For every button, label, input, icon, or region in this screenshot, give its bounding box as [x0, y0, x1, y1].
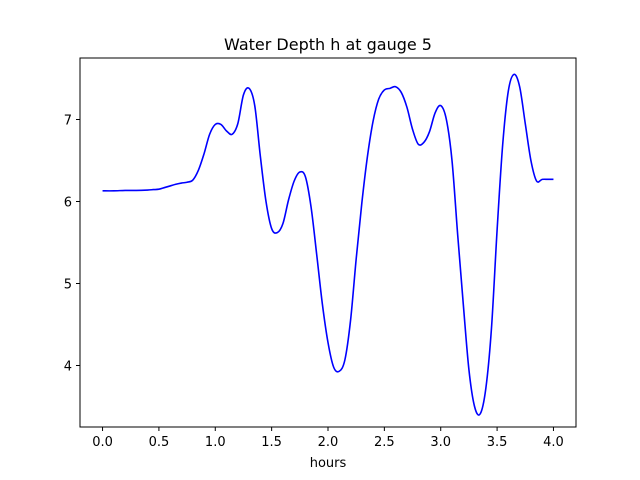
x-tick-label: 2.5 — [374, 435, 395, 450]
y-axis-ticks: 4 5 6 7 — [64, 114, 80, 375]
x-tick-label: 1.0 — [205, 435, 226, 450]
x-tick-label: 2.0 — [318, 435, 339, 450]
x-tick-label: 3.0 — [430, 435, 451, 450]
series-line — [102, 73, 554, 416]
x-tick-label: 3.5 — [487, 435, 508, 450]
y-tick-label: 7 — [64, 114, 72, 129]
chart-title: Water Depth h at gauge 5 — [224, 35, 432, 54]
plot-area — [79, 57, 577, 428]
series-group — [102, 73, 554, 416]
x-tick-label: 4.0 — [543, 435, 564, 450]
x-tick-label: 0.5 — [149, 435, 170, 450]
y-tick-label: 5 — [64, 278, 72, 293]
x-tick-label: 1.5 — [261, 435, 282, 450]
y-tick-label: 6 — [64, 196, 72, 211]
x-axis-label: hours — [310, 456, 347, 471]
y-tick-label: 4 — [64, 360, 72, 375]
x-tick-label: 0.0 — [92, 435, 113, 450]
x-axis-ticks: 0.0 0.5 1.0 1.5 2.0 2.5 3.0 3.5 4.0 — [92, 427, 564, 450]
